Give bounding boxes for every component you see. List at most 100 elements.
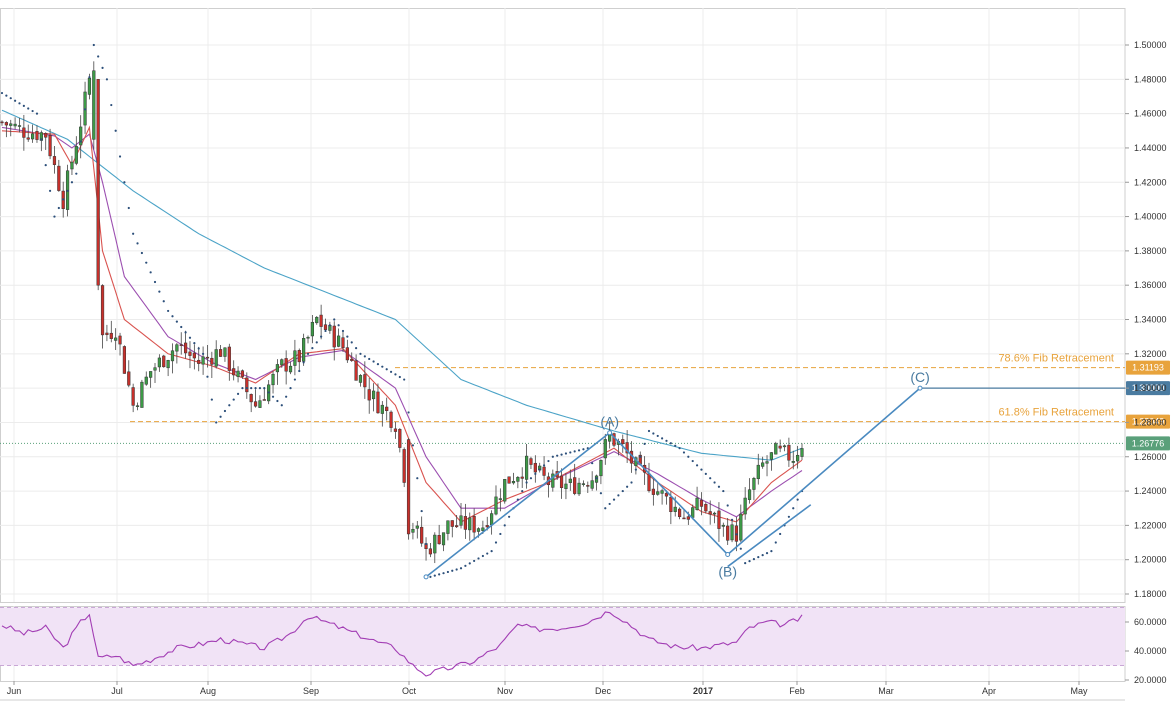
sar-dot [245,387,248,390]
candle-body [599,460,603,477]
candle-body [481,527,485,531]
wave-point [917,385,923,391]
y-tick-label: 1.32000 [1134,349,1167,359]
candle-body [721,524,725,527]
candle-body [800,448,804,457]
candle-body [625,442,629,454]
moving-average-line [1,109,803,461]
price-badge [1126,381,1170,396]
sar-dot [569,451,572,454]
sar-dot [215,421,218,424]
sar-dot [411,444,415,447]
candle-body [297,350,301,363]
candle-body [450,520,454,527]
sar-dot [381,365,384,368]
sar-dot [429,575,432,578]
sar-dot [774,541,777,544]
candle-body [791,461,795,463]
moving-averages [1,109,803,523]
sar-dot [542,464,546,467]
candle-body [664,492,669,497]
sar-dot [433,574,436,577]
sar-dot [57,206,60,210]
grid [0,8,1126,682]
sar-dot [66,189,69,192]
candle-body [498,498,502,500]
candle-body [179,344,183,346]
sar-dot [44,163,47,167]
candle-body [31,133,35,140]
candle-body [485,525,489,528]
candle-body [35,131,39,140]
candle-body [651,488,655,495]
candle-body [511,480,516,484]
candle-body [310,321,314,337]
candle-body [590,480,594,489]
candle-body [494,496,498,515]
candle-body [240,370,245,377]
candle-body [385,406,389,411]
candle-body [170,350,175,362]
sar-dot [604,507,607,510]
candle-body [358,375,363,383]
wave-line [609,432,729,556]
candle-body [564,483,568,490]
candle-body [17,125,22,127]
sar-dot [678,447,681,450]
candle-body [717,510,721,529]
candle-body [232,368,236,376]
sar-dot [175,320,178,323]
candle-body [577,482,581,495]
candles [0,61,804,564]
candle-body [192,352,196,359]
sar-dot [661,437,664,440]
wave-line [727,387,921,556]
candle-body [22,127,26,138]
x-tick-label: Jul [111,686,123,696]
sar-dot [219,415,222,418]
candle-body [57,165,61,191]
sar-dot [499,532,502,536]
candle-body [406,439,411,535]
sar-dot [149,271,152,274]
sar-dot [630,481,633,484]
sar-dot [267,391,270,394]
sar-dot [424,542,428,546]
osc-tick-label: 40.0000 [1134,646,1167,656]
sar-dot [477,557,480,560]
sar-dot [350,341,353,344]
candle-body [782,445,787,448]
candle-body [673,506,677,512]
sar-dot [529,477,533,480]
sar-dot [446,570,450,574]
candle-body [682,517,686,520]
sar-dot [263,387,266,390]
sar-dot [451,569,454,572]
sar-dot [18,102,21,105]
wave-label: (A) [600,414,619,430]
candle-body [380,404,384,414]
sar-dot [241,387,244,390]
sar-dot [385,368,388,371]
x-tick-label: May [1070,686,1088,696]
candle-body [205,356,210,359]
price-badge-text: 1.28049 [1132,417,1165,427]
candle-body [157,357,161,368]
moving-average-line [1,125,803,523]
sar-dot [83,108,87,111]
candle-body [337,335,341,347]
candle-body [26,137,30,140]
sar-dot [35,112,39,115]
candle-body [284,358,288,372]
candle-body [87,77,92,95]
candle-body [271,373,275,386]
candle-body [533,462,537,473]
sar-dot [416,477,419,480]
candle-body [135,405,140,407]
sar-dot [626,485,629,488]
y-tick-label: 1.18000 [1134,589,1167,599]
candle-body [306,336,310,339]
candle-body [389,411,393,428]
candle-body [162,355,166,368]
